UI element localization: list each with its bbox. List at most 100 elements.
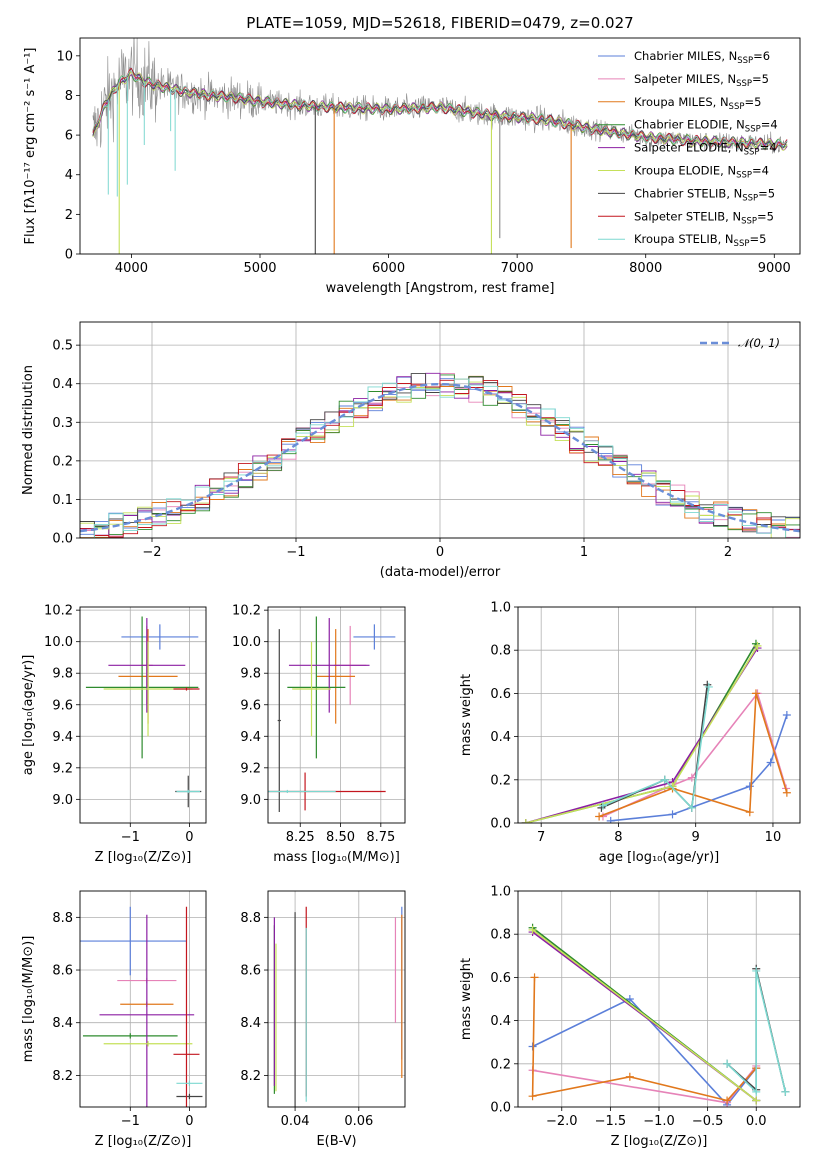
y-tick-label: 8.4 [52,1016,73,1031]
panel-z_age: −1 0 9.0 9.2 9.4 9.6 9.8 10.0 10.2 Z [log₁₀(Z/Z⊙)… [21,604,207,865]
y-tick-label: 0 [65,248,73,263]
weight-marker-kroupa_miles [530,973,539,982]
weight-marker-kroupa_stelib [660,775,669,784]
weight-line-kroupa_stelib [726,970,787,1094]
x-axis-label: Z [log₁₀(Z/Z⊙)] [611,1134,708,1149]
x-tick-label: 8.75 [366,830,395,845]
y-tick-label: 0.3 [52,416,73,431]
panel-residuals: −2 −1 0 1 2 0.0 0.1 0.2 0.3 0.4 0.5 (data-model)/er… [21,321,801,580]
x-axis-label: wavelength [Angstrom, rest frame] [326,281,555,296]
x-tick-label: −0.5 [692,1114,724,1129]
weight-line-salpeter_miles [602,691,787,818]
legend-entry: Chabrier ELODIE, NSSP=4 [634,118,778,135]
grid-z_mass [80,891,206,1107]
y-tick-label: 8.8 [52,911,73,926]
y-tick-label: 9.0 [52,793,73,808]
weight-marker-chabrier_stelib [703,680,712,689]
x-tick-label: 9 [692,830,700,845]
y-axis-label: mass weight [459,958,474,1040]
y-tick-label: 10.0 [232,635,261,650]
y-tick-label: 8.4 [240,1016,261,1031]
legend-entry: Salpeter STELIB, NSSP=5 [634,209,774,226]
model-salpeter_stelib [92,67,788,151]
weight-marker-kroupa_miles [782,788,791,797]
x-axis-label: Z [log₁₀(Z/Z⊙)] [95,1134,192,1149]
weight-marker-kroupa_elodie [521,819,530,823]
y-tick-label: 8.2 [240,1069,261,1084]
x-tick-label: −1 [121,1114,140,1129]
y-tick-label: 0.0 [490,817,511,832]
x-tick-label: −1 [286,545,305,560]
x-tick-label: −1.5 [595,1114,627,1129]
weight-marker-chabrier_miles [766,758,775,767]
axes-frame [267,606,406,824]
panel-z_mass: −1 0 8.2 8.4 8.6 8.8 Z [log₁₀(Z/Z⊙)] mass [log₁… [21,890,207,1149]
weight-marker-chabrier_miles [625,995,634,1003]
weight-line-chabrier_stelib [601,684,709,810]
weight-marker-kroupa_stelib [687,803,696,812]
y-tick-label: 9.2 [240,761,261,776]
y-tick-label: 0.1 [52,493,73,508]
panel-z_weight: −2.0 −1.5 −1.0 −0.5 0.0 0.0 0.2 0.4 0.6 0.8 1.0 Z [… [459,885,801,1149]
grid-mass_age [268,607,405,823]
y-tick-label: 0.2 [52,454,73,469]
grid-ebv_mass [268,891,405,1107]
axes-z_age: −1 0 9.0 9.2 9.4 9.6 9.8 10.0 10.2 Z [log₁₀(Z/Z⊙)… [21,604,207,865]
axes-z_mass: −1 0 8.2 8.4 8.6 8.8 Z [log₁₀(Z/Z⊙)] mass [log₁… [21,890,207,1149]
y-tick-label: 0.5 [52,339,73,354]
marks-z_mass [80,906,203,1107]
y-axis-label: mass weight [459,674,474,756]
x-tick-label: 4000 [115,261,148,276]
y-tick-label: 0.6 [490,971,511,986]
legend-entry: Chabrier STELIB, NSSP=5 [634,186,775,203]
weight-marker-kroupa_stelib [752,966,761,975]
y-axis-label: Normed distribution [21,365,36,495]
x-tick-label: 8 [614,830,622,845]
x-axis-label: (data-model)/error [380,565,501,580]
y-tick-label: 1.0 [490,885,511,900]
y-tick-label: 0.4 [490,1014,511,1029]
y-tick-label: 4 [65,168,73,183]
axes-age_weight: 7 8 9 10 0.0 0.2 0.4 0.6 0.8 1.0 age [log₁₀(age/yr… [459,601,801,865]
x-tick-label: 0.0 [746,1114,767,1129]
x-tick-label: 7 [537,830,545,845]
y-tick-label: 8.6 [52,964,73,979]
axes-ebv_mass: 0.04 0.06 8.2 8.4 8.6 8.8 E(B-V) [240,890,406,1149]
x-tick-label: −1.0 [643,1114,675,1129]
x-axis-label: age [log₁₀(age/yr)] [599,850,720,865]
observed-spectrum [92,38,788,154]
x-tick-label: 0 [185,830,193,845]
legend-entry: Kroupa STELIB, NSSP=5 [634,232,766,249]
y-axis-label: age [log₁₀(age/yr)] [21,655,36,776]
x-tick-label: 8000 [629,261,662,276]
panel-mass_age: 8.25 8.50 8.75 9.0 9.2 9.4 9.6 9.8 10.0 10.2 mass … [232,604,406,865]
y-tick-label: 0.8 [490,644,511,659]
y-axis-label: Flux [fλ10⁻¹⁷ erg cm⁻² s⁻¹ A⁻¹] [23,48,38,245]
weight-marker-kroupa_miles [745,808,754,817]
marks-z_weight [528,923,790,1107]
weight-marker-kroupa_miles [723,1096,732,1105]
model-kroupa_stelib [92,70,788,150]
axes-mass_age: 8.25 8.50 8.75 9.0 9.2 9.4 9.6 9.8 10.0 10.2 mass … [232,604,406,865]
y-tick-label: 0.4 [490,730,511,745]
x-tick-label: 0.04 [281,1114,310,1129]
residual-histogram-salpeter_stelib [80,379,800,538]
y-tick-label: 0.2 [490,1057,511,1072]
weight-marker-chabrier_miles [782,711,791,719]
axes-frame [79,321,801,539]
y-tick-label: 9.6 [52,698,73,713]
x-tick-label: 0 [436,545,444,560]
y-tick-label: 10.2 [44,604,73,619]
weight-marker-kroupa_stelib [723,1059,732,1068]
weight-marker-chabrier_miles [668,810,677,819]
y-tick-label: 9.8 [240,667,261,682]
marks-spectrum [92,38,788,254]
axes-spectrum: 4000 5000 6000 7000 8000 9000 0 2 4 6 8 10 wavelengt… [23,37,801,296]
normal-curve [80,382,800,533]
weight-marker-chabrier_elodie [751,639,760,648]
y-tick-label: 0.8 [490,928,511,943]
legend-entry: Chabrier MILES, NSSP=6 [634,49,770,66]
y-tick-label: 6 [65,129,73,144]
x-tick-label: 8.50 [326,830,355,845]
plot-layer: 4000 5000 6000 7000 8000 90000246810wavelengt… [21,37,801,1149]
